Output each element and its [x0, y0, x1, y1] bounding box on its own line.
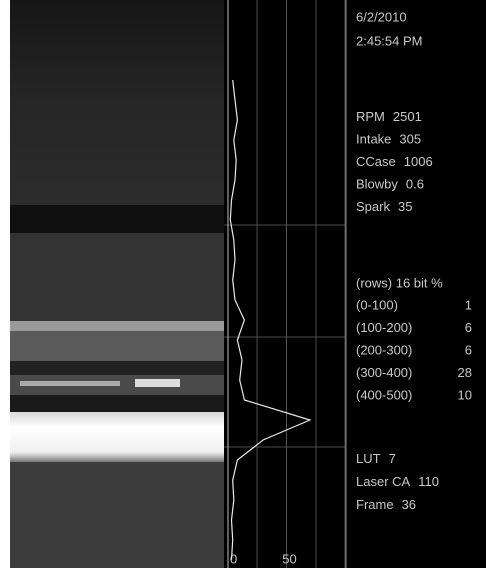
range-value: 6 [465, 320, 472, 335]
info-row: Frame 36 [356, 497, 416, 512]
info-row: Intake 305 [356, 132, 421, 147]
range-value: 6 [465, 342, 472, 357]
info-row: LUT 7 [356, 451, 396, 466]
time: 2:45:54 PM [356, 33, 423, 48]
info-label: CCase [356, 154, 396, 169]
range-value: 1 [465, 297, 472, 312]
range-value: 10 [458, 387, 472, 402]
info-value: 0.6 [406, 177, 424, 192]
range-value: 28 [458, 365, 472, 380]
info-label: Frame [356, 497, 394, 512]
info-row: Laser CA 110 [356, 474, 439, 489]
info-label: Intake [356, 132, 391, 147]
range-label: (0-100) [356, 297, 398, 312]
profile-panel [224, 0, 346, 568]
info-label: LUT [356, 451, 381, 466]
range-label: (200-300) [356, 342, 412, 357]
info-label: RPM [356, 109, 385, 124]
camera-image [10, 0, 224, 568]
info-value: 2501 [393, 109, 422, 124]
range-label: (400-500) [356, 387, 412, 402]
info-row: Spark 35 [356, 199, 412, 214]
info-value: 36 [402, 497, 416, 512]
info-row: Blowby 0.6 [356, 177, 424, 192]
histogram-title: (rows) 16 bit % [356, 275, 443, 290]
screen: 050100% Intensity 6/2/2010 2:45:54 PM (r… [0, 0, 486, 568]
info-value: 35 [398, 199, 412, 214]
info-value: 305 [399, 132, 421, 147]
info-value: 110 [418, 474, 439, 489]
range-label: (100-200) [356, 320, 412, 335]
info-label: Spark [356, 199, 390, 214]
info-label: Blowby [356, 177, 398, 192]
info-value: 1006 [404, 154, 433, 169]
info-value: 7 [389, 451, 396, 466]
info-row: CCase 1006 [356, 154, 433, 169]
date: 6/2/2010 [356, 9, 407, 24]
info-label: Laser CA [356, 474, 411, 489]
x-tick-label: 50 [282, 551, 296, 566]
range-label: (300-400) [356, 365, 412, 380]
